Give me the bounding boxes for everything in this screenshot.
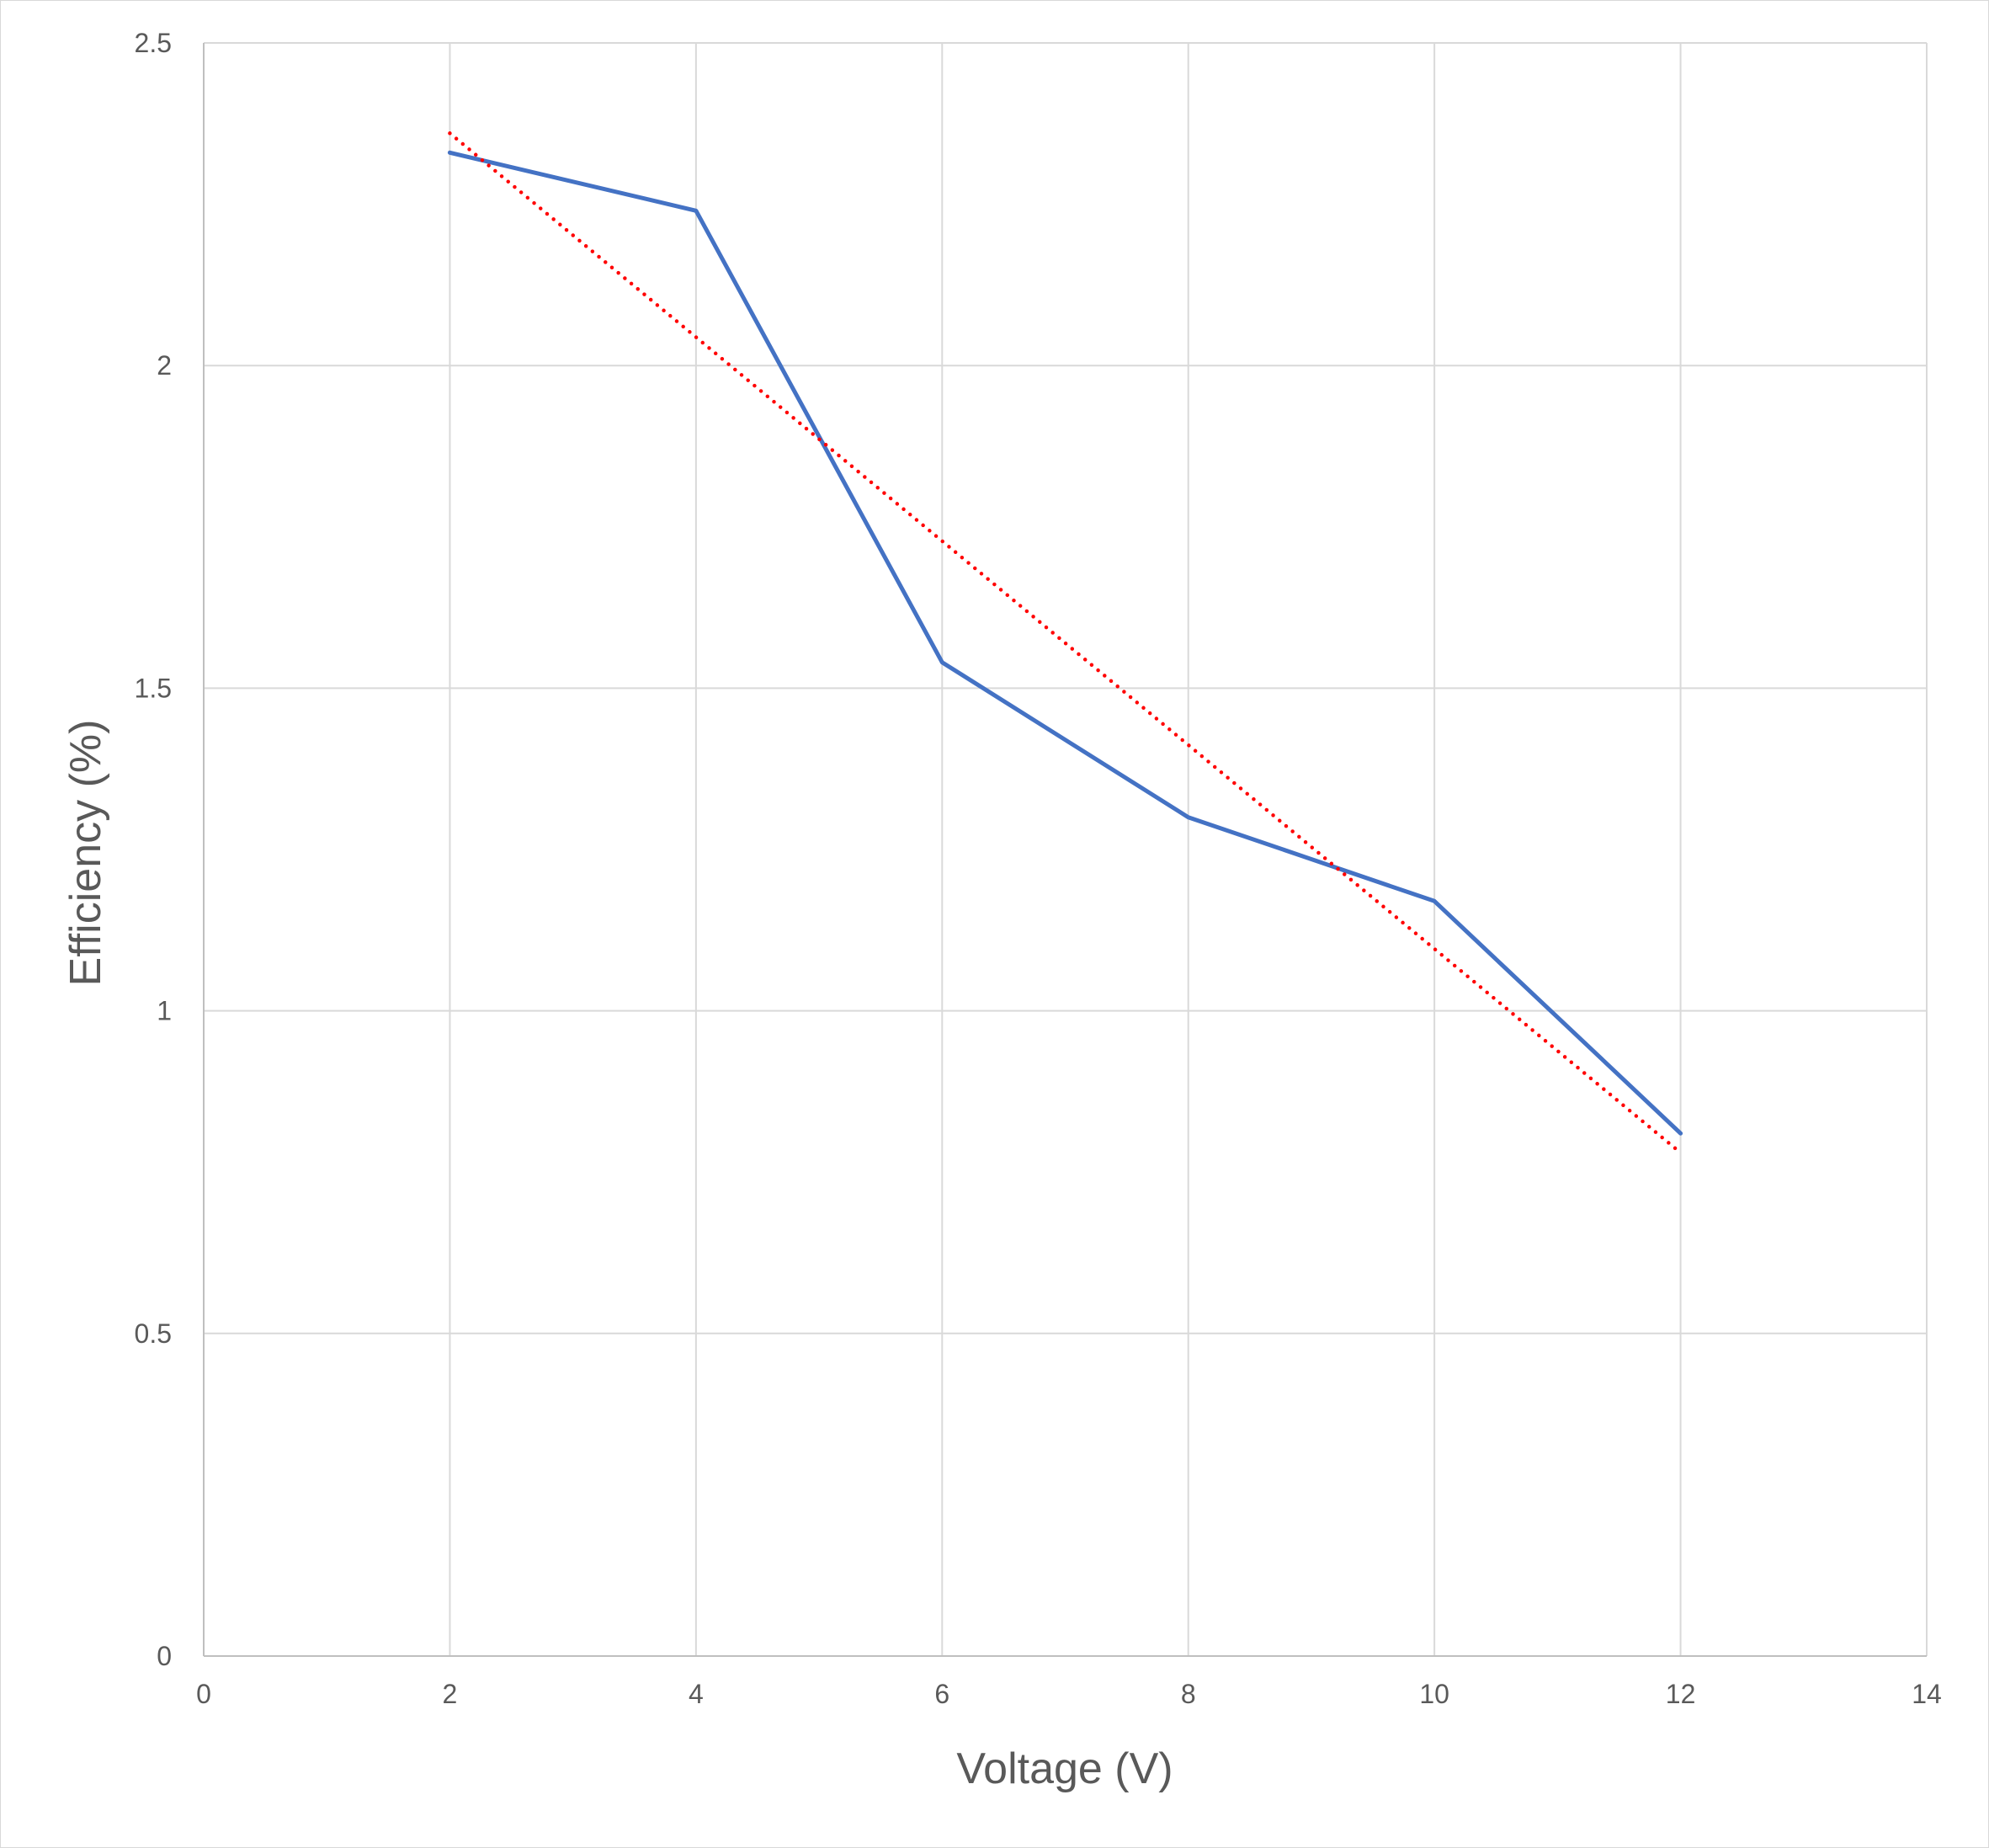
trendline bbox=[448, 131, 1683, 1155]
grid bbox=[204, 42, 1928, 1656]
x-tick-label-6: 6 bbox=[934, 1679, 949, 1709]
y-tick-label-1.5: 1.5 bbox=[135, 673, 172, 703]
y-axis-title: Efficiency (%) bbox=[61, 720, 110, 987]
x-tick-label-4: 4 bbox=[689, 1679, 704, 1709]
y-tick-labels: 0 0.5 1 1.5 2 2.5 bbox=[135, 28, 172, 1671]
y-tick-label-1: 1 bbox=[157, 996, 172, 1026]
x-tick-label-10: 10 bbox=[1419, 1679, 1449, 1709]
y-tick-label-0.5: 0.5 bbox=[135, 1318, 172, 1349]
x-tick-label-0: 0 bbox=[196, 1679, 211, 1709]
axes bbox=[203, 43, 1927, 1657]
y-tick-label-0: 0 bbox=[157, 1641, 172, 1671]
y-tick-label-2: 2 bbox=[157, 350, 172, 381]
x-tick-label-2: 2 bbox=[443, 1679, 458, 1709]
series-line-0 bbox=[447, 150, 1683, 1136]
x-tick-label-14: 14 bbox=[1912, 1679, 1942, 1709]
series bbox=[447, 131, 1683, 1155]
y-tick-label-2.5: 2.5 bbox=[135, 28, 172, 58]
x-tick-label-12: 12 bbox=[1666, 1679, 1696, 1709]
x-axis-title: Voltage (V) bbox=[956, 1744, 1173, 1793]
x-tick-labels: 0 2 4 6 8 10 12 14 bbox=[196, 1679, 1942, 1709]
x-tick-label-8: 8 bbox=[1181, 1679, 1196, 1709]
